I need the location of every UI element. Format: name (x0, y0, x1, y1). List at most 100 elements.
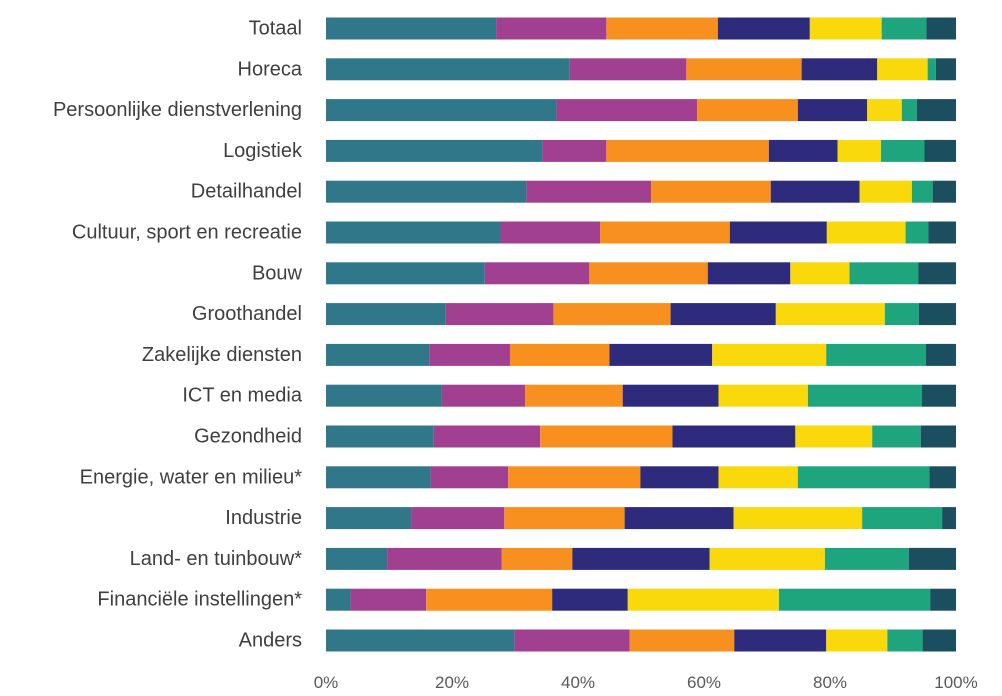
bar-segment (729, 221, 827, 244)
x-tick-label: 80% (813, 673, 847, 692)
category-label: Financiële instellingen* (97, 589, 302, 611)
bar-segment (862, 507, 943, 530)
category-label: Logistiek (223, 140, 303, 162)
bar-segment (824, 547, 909, 570)
bar-segment (326, 507, 412, 530)
x-axis-ticks: 0% 20% 40% 60% 80% 100% (314, 673, 978, 692)
bar-segment (801, 58, 878, 81)
category-label: Cultuur, sport en recreatie (72, 222, 302, 244)
bar-segment (921, 384, 956, 407)
bar-segment (326, 466, 431, 489)
bar-segment (429, 343, 510, 366)
bar-segment (441, 384, 526, 407)
bar-segment (589, 262, 708, 285)
bar-segment (935, 58, 956, 81)
bar-segment (734, 629, 827, 652)
bar-segment (826, 221, 906, 244)
bar-segment (326, 303, 446, 326)
category-label: Energie, water en milieu* (80, 466, 303, 488)
bar-segment (600, 221, 730, 244)
category-label: Bouw (252, 262, 303, 284)
bar-segment (918, 303, 956, 326)
bar-segment (686, 58, 802, 81)
bar-segment (627, 588, 779, 611)
bar-segment (926, 17, 956, 40)
bar-segment (849, 262, 919, 285)
bar-segment (433, 425, 541, 448)
bar-segment (326, 139, 543, 162)
bar-segment (867, 99, 902, 122)
category-label: Groothandel (192, 303, 302, 325)
bar-segment (928, 221, 956, 244)
bar-segment (556, 99, 698, 122)
bar-segment (778, 588, 931, 611)
bar-segment (881, 139, 925, 162)
bar-segment (918, 262, 956, 285)
bar-segment (508, 466, 641, 489)
bar-segment (707, 262, 791, 285)
bar-segment (709, 547, 825, 570)
bar-segment (672, 425, 796, 448)
bar-segment (387, 547, 502, 570)
x-tick-label: 20% (435, 673, 469, 692)
bar-segment (326, 343, 430, 366)
bar-segment (624, 507, 734, 530)
bar-segment (887, 629, 923, 652)
bar-segment (826, 343, 926, 366)
bar-segment (718, 384, 808, 407)
bar-segment (430, 466, 509, 489)
bar-segment (553, 303, 671, 326)
bar-segment (929, 466, 956, 489)
x-tick-label: 40% (561, 673, 595, 692)
category-label: Zakelijke diensten (142, 344, 302, 366)
bar-segment (572, 547, 710, 570)
bar-segment (797, 99, 868, 122)
category-label: Horeca (238, 58, 303, 80)
bar-segment (881, 17, 927, 40)
bar-segment (326, 99, 557, 122)
bar-segment (326, 58, 570, 81)
bar-segment (925, 343, 956, 366)
bar-segment (733, 507, 863, 530)
category-labels: Totaal Horeca Persoonlijke dienstverlening… (53, 18, 303, 652)
bar-segment (526, 180, 652, 203)
bar-segment (496, 17, 607, 40)
bar-segment (797, 466, 930, 489)
bar-segment (326, 384, 442, 407)
category-label: Land- en tuinbouw* (130, 548, 303, 570)
bar-segment (807, 384, 922, 407)
bar-segment (795, 425, 873, 448)
bar-segment (826, 629, 888, 652)
bar-segment (326, 180, 527, 203)
bar-segment (540, 425, 673, 448)
bar-segment (911, 180, 933, 203)
category-label: Persoonlijke dienstverlening (53, 99, 302, 121)
bar-segment (922, 629, 956, 652)
bar-segment (569, 58, 687, 81)
bar-segment (609, 343, 713, 366)
bar-segment (606, 17, 718, 40)
bar-segment (942, 507, 956, 530)
bar-segment (901, 99, 917, 122)
bar-segment (670, 303, 776, 326)
bar-segment (426, 588, 553, 611)
bar-segment (622, 384, 719, 407)
bar-segment (872, 425, 921, 448)
bar-segment (717, 17, 810, 40)
bar-segment (837, 139, 882, 162)
bar-segment (927, 58, 936, 81)
bar-segment (326, 629, 515, 652)
bar-segment (629, 629, 735, 652)
bar-segment (542, 139, 607, 162)
bar-segment (326, 221, 501, 244)
bar-segment (326, 547, 388, 570)
bar-segment (500, 221, 601, 244)
bar-segment (504, 507, 625, 530)
bar-segment (770, 180, 860, 203)
bar-segment (640, 466, 719, 489)
bar-segment (916, 99, 956, 122)
category-label: Gezondheid (194, 426, 302, 448)
x-tick-label: 60% (687, 673, 721, 692)
category-label: Industrie (225, 507, 302, 529)
